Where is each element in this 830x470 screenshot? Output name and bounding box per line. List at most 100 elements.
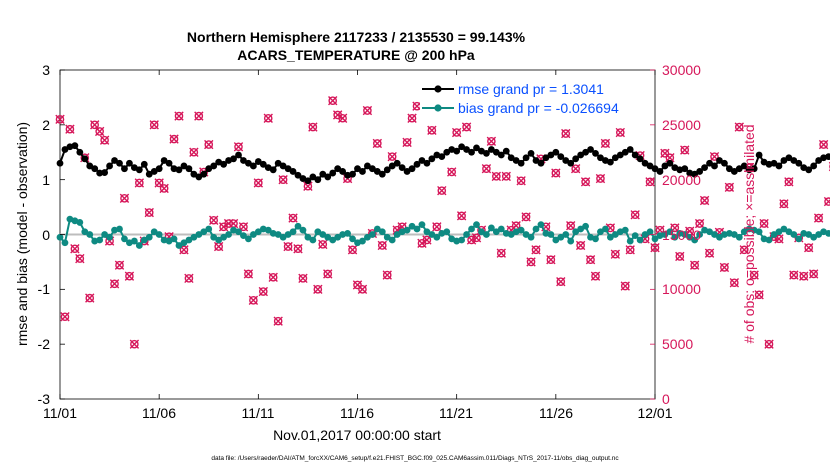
obs-point	[630, 210, 640, 220]
rmse-point	[522, 154, 530, 162]
y-left-tick-label: 2	[42, 117, 50, 133]
obs-point	[109, 279, 120, 289]
bias-point	[458, 236, 466, 244]
obs-point	[328, 96, 338, 106]
rmse-point	[116, 159, 123, 167]
y-right-tick-label: 30000	[662, 62, 701, 78]
bias-point	[517, 226, 525, 234]
rmse-point	[755, 151, 763, 159]
rmse-point	[319, 170, 327, 178]
bias-series	[56, 215, 830, 249]
obs-point	[189, 147, 199, 157]
bias-point	[245, 235, 252, 243]
bias-point	[225, 231, 232, 238]
bias-point	[537, 221, 545, 229]
obs-point	[417, 238, 427, 248]
rmse-point	[473, 144, 480, 152]
rmse-point	[111, 157, 118, 164]
rmse-point	[240, 157, 247, 164]
obs-point	[719, 262, 730, 273]
bias-point	[483, 231, 490, 238]
x-axis: 11/01 11/06 11/11 11/16 11/21 11/26 12/0…	[43, 405, 673, 421]
obs-point	[194, 111, 204, 121]
obs-point	[516, 176, 526, 186]
obs-point	[734, 122, 744, 132]
bias-point	[215, 236, 223, 244]
bias-point	[711, 231, 718, 238]
x-tick-label: 11/26	[539, 405, 573, 421]
bias-point	[755, 228, 763, 236]
obs-point	[447, 167, 457, 177]
bias-point	[319, 231, 327, 238]
legend: rmse grand pr = 1.3041 bias grand pr = -…	[420, 76, 652, 120]
rmse-point	[770, 159, 778, 167]
obs-point	[764, 339, 774, 349]
rmse-point	[126, 159, 133, 167]
legend-box	[420, 76, 652, 120]
obs-point	[580, 177, 591, 187]
obs-point	[213, 241, 224, 252]
obs-point	[174, 111, 184, 121]
bias-point	[631, 232, 639, 239]
bias-point	[314, 228, 322, 236]
bias-point	[413, 225, 421, 233]
obs-point	[357, 284, 368, 295]
bias-point	[770, 231, 778, 238]
x-tick-label: 11/11	[242, 405, 275, 421]
obs-point	[422, 235, 432, 245]
bias-point	[56, 233, 64, 241]
obs-point	[823, 196, 830, 207]
obs-point	[699, 195, 710, 206]
obs-point	[253, 178, 264, 188]
rmse-point	[413, 160, 421, 168]
rmse-point	[527, 149, 535, 157]
obs-point	[144, 207, 154, 218]
rmse-point	[81, 155, 89, 163]
obs-point	[551, 168, 561, 178]
bias-point	[364, 233, 371, 241]
bias-point	[359, 237, 366, 245]
obs-point	[759, 218, 769, 229]
obs-point	[209, 215, 219, 225]
obs-point	[521, 212, 531, 222]
rmse-point	[249, 162, 257, 170]
obs-point	[739, 245, 749, 255]
bias-point	[666, 228, 674, 236]
chart-title-line2: ACARS_TEMPERATURE @ 200 hPa	[237, 47, 475, 63]
rmse-point	[661, 162, 669, 170]
obs-point	[268, 272, 278, 282]
obs-point	[278, 174, 288, 185]
obs-point	[134, 178, 145, 188]
bias-point	[145, 233, 153, 241]
bias-point	[785, 228, 793, 236]
rmse-point	[428, 155, 436, 163]
rmse-point	[339, 168, 347, 175]
obs-point	[313, 284, 323, 295]
rmse-point	[616, 151, 624, 159]
rmse-point	[453, 147, 461, 155]
bias-point	[815, 231, 823, 238]
rmse-point	[815, 157, 823, 164]
bias-point	[507, 231, 515, 238]
obs-point	[432, 222, 442, 232]
rmse-point	[56, 159, 64, 167]
rmse-point	[383, 166, 391, 174]
obs-point	[456, 211, 467, 221]
rmse-point	[785, 154, 793, 162]
bias-point	[378, 228, 386, 236]
rmse-point	[314, 176, 322, 184]
bias-point	[324, 233, 332, 241]
bias-point	[706, 228, 713, 236]
rmse-point	[364, 162, 371, 170]
bias-point	[497, 225, 505, 233]
rmse-point	[106, 162, 113, 170]
bias-point	[562, 231, 570, 238]
rmse-point	[195, 173, 203, 181]
rmse-point	[651, 165, 659, 173]
bias-point	[522, 231, 530, 238]
bias-point	[780, 225, 788, 233]
rmse-point	[245, 159, 252, 167]
obs-point	[546, 255, 556, 265]
